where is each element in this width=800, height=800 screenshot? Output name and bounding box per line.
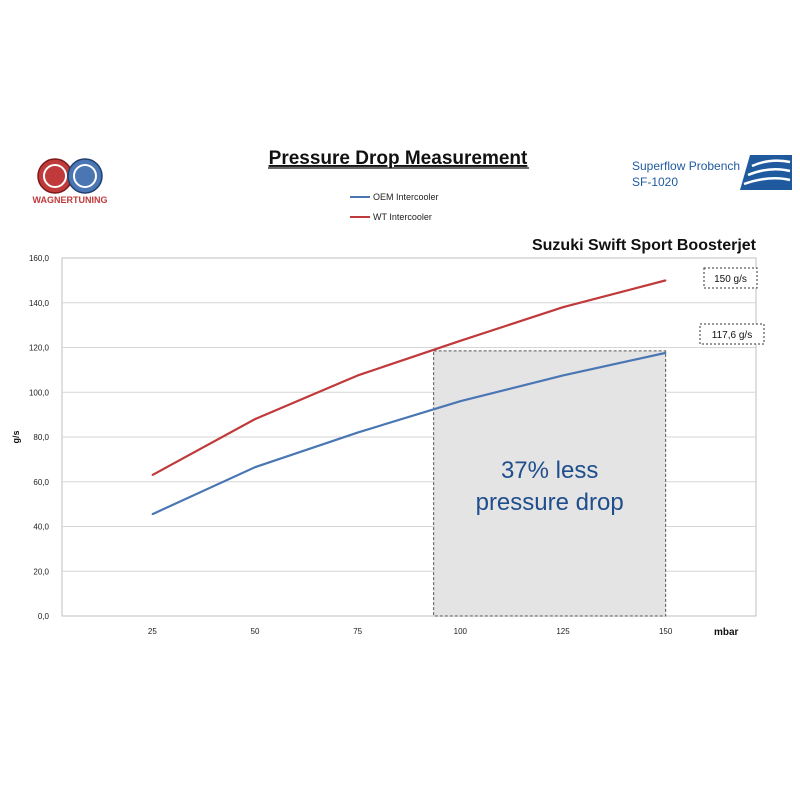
bench-line-1: Superflow Probench	[632, 159, 740, 173]
data-point	[151, 474, 154, 476]
x-axis-label: mbar	[714, 627, 739, 638]
highlight-text-line-2: pressure drop	[476, 489, 624, 516]
data-point	[356, 374, 359, 377]
data-point	[459, 339, 462, 342]
chart-title: Suzuki Swift Sport Boosterjet	[532, 237, 757, 254]
y-tick-label: 100,0	[29, 388, 50, 397]
x-tick-label: 25	[148, 627, 157, 636]
data-point	[254, 418, 256, 420]
x-tick-label: 150	[659, 627, 673, 636]
y-tick-label: 140,0	[29, 299, 50, 308]
annotation-box	[703, 267, 758, 289]
series-line-wt	[151, 279, 666, 477]
data-point	[254, 466, 256, 469]
data-point	[664, 279, 667, 282]
data-point	[356, 431, 359, 434]
legend-label-wt: WT Intercooler	[373, 212, 432, 222]
y-tick-label: 0,0	[38, 612, 50, 621]
annotation-box	[699, 323, 765, 345]
y-tick-label: 160,0	[29, 254, 50, 263]
logo-blue-circle	[67, 158, 103, 194]
logo-inner-red	[43, 164, 67, 188]
highlight-text-line-1: 37% less	[501, 457, 598, 484]
data-point	[562, 374, 564, 377]
y-tick-label: 60,0	[33, 478, 49, 487]
bench-line-2: SF-1020	[632, 175, 678, 189]
data-point	[562, 306, 564, 309]
superflow-logo-stripe-3	[743, 176, 791, 186]
series-line-oem	[151, 351, 666, 516]
y-tick-label: 120,0	[29, 344, 50, 353]
y-tick-label: 40,0	[33, 523, 49, 532]
x-tick-label: 75	[353, 627, 362, 636]
superflow-logo-stripe-2	[747, 167, 791, 177]
logo-inner-blue	[73, 164, 97, 188]
y-tick-label: 20,0	[33, 567, 49, 576]
wagner-tuning-logo: WAGNERTUNING	[33, 158, 108, 205]
y-tick-label: 80,0	[33, 433, 49, 442]
annotation-label: 117,6 g/s	[712, 330, 752, 341]
y-axis-label: g/s	[11, 430, 21, 443]
highlight-box	[433, 350, 667, 617]
legend: OEM Intercooler WT Intercooler	[350, 192, 439, 222]
superflow-logo	[740, 155, 792, 190]
x-tick-label: 50	[251, 627, 260, 636]
superflow-logo-stripe-1	[751, 159, 791, 168]
x-tick-label: 100	[454, 627, 468, 636]
plot-area: 0,0 20,0 40,0 60,0 80,0 100,0 120,0 140,0 160,0 2…	[11, 254, 765, 638]
data-point	[664, 352, 667, 354]
data-point	[151, 513, 154, 515]
annotation-label: 150 g/s	[714, 274, 747, 285]
page-title: Pressure Drop Measurement	[269, 148, 528, 169]
legend-label-oem: OEM Intercooler	[373, 192, 439, 202]
x-tick-label: 125	[556, 627, 570, 636]
data-point	[459, 400, 462, 403]
logo-text: WAGNERTUNING	[33, 195, 108, 205]
